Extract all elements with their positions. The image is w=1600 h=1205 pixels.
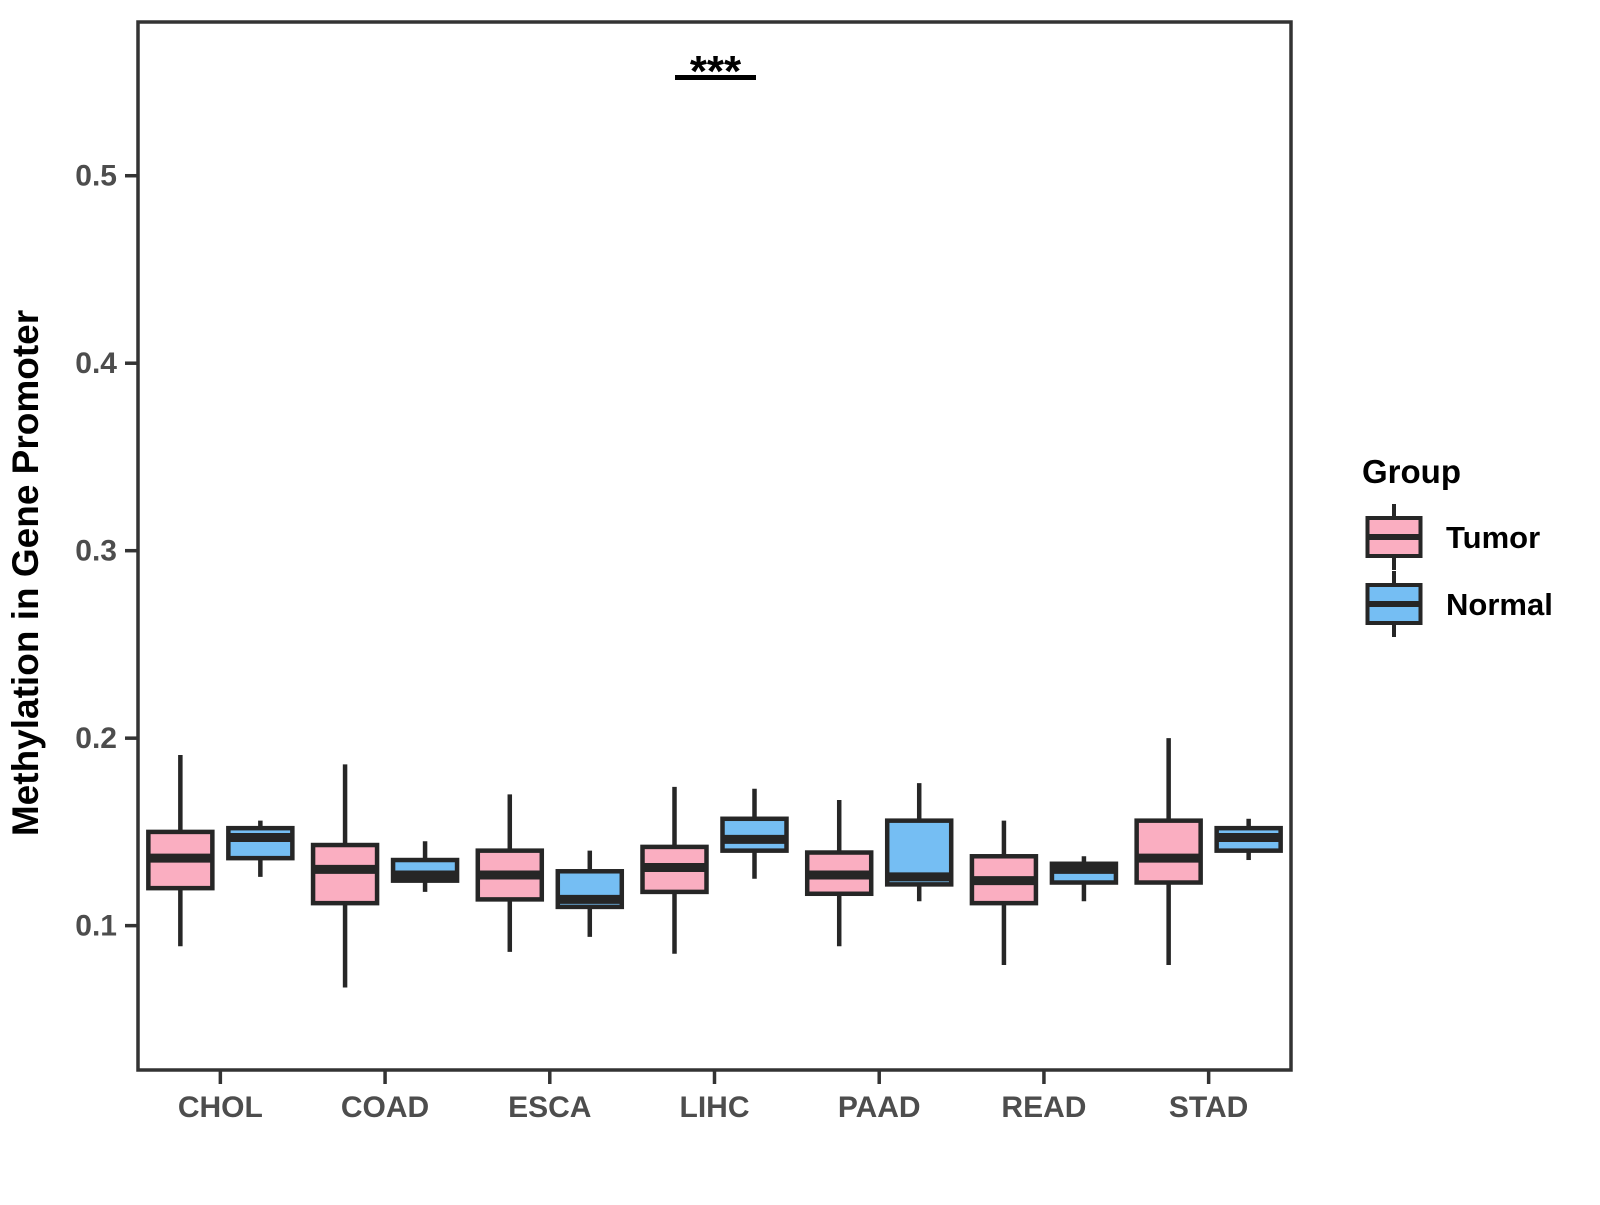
y-tick-label: 0.2 [75, 722, 117, 755]
plot-panel [136, 20, 1293, 1072]
x-tick-label-chol: CHOL [178, 1091, 263, 1124]
y-tick-label: 0.3 [75, 535, 117, 568]
box-STAD-tumor [1134, 818, 1203, 885]
y-tick-label: 0.4 [75, 347, 117, 380]
legend: Group Tumor Normal [1362, 453, 1553, 637]
significance-label: *** [690, 47, 742, 96]
x-axis: CHOL COAD ESCA LIHC PAAD READ STAD [178, 1070, 1248, 1124]
legend-label-normal: Normal [1446, 587, 1553, 622]
panel-border [136, 20, 1293, 1072]
x-tick-label-coad: COAD [341, 1091, 429, 1124]
x-tick-label-paad: PAAD [838, 1091, 921, 1124]
boxplot-series [146, 738, 1283, 988]
y-axis-title: Methylation in Gene Promoter [5, 310, 46, 836]
x-tick-label-esca: ESCA [508, 1091, 591, 1124]
box-COAD-tumor [310, 842, 380, 906]
y-tick-label: 0.5 [75, 160, 117, 193]
legend-keys [1365, 504, 1423, 637]
x-tick-label-stad: STAD [1169, 1091, 1248, 1124]
y-axis: 0.1 0.2 0.3 0.4 0.5 [75, 160, 138, 943]
significance-annotation: *** [675, 47, 756, 96]
legend-label-tumor: Tumor [1446, 520, 1540, 555]
x-tick-label-read: READ [1001, 1091, 1086, 1124]
x-tick-label-lihc: LIHC [680, 1091, 750, 1124]
legend-title: Group [1362, 453, 1461, 490]
box-CHOL-normal [226, 825, 295, 861]
box-LIHC-normal [720, 816, 789, 853]
y-tick-label: 0.1 [75, 910, 117, 943]
